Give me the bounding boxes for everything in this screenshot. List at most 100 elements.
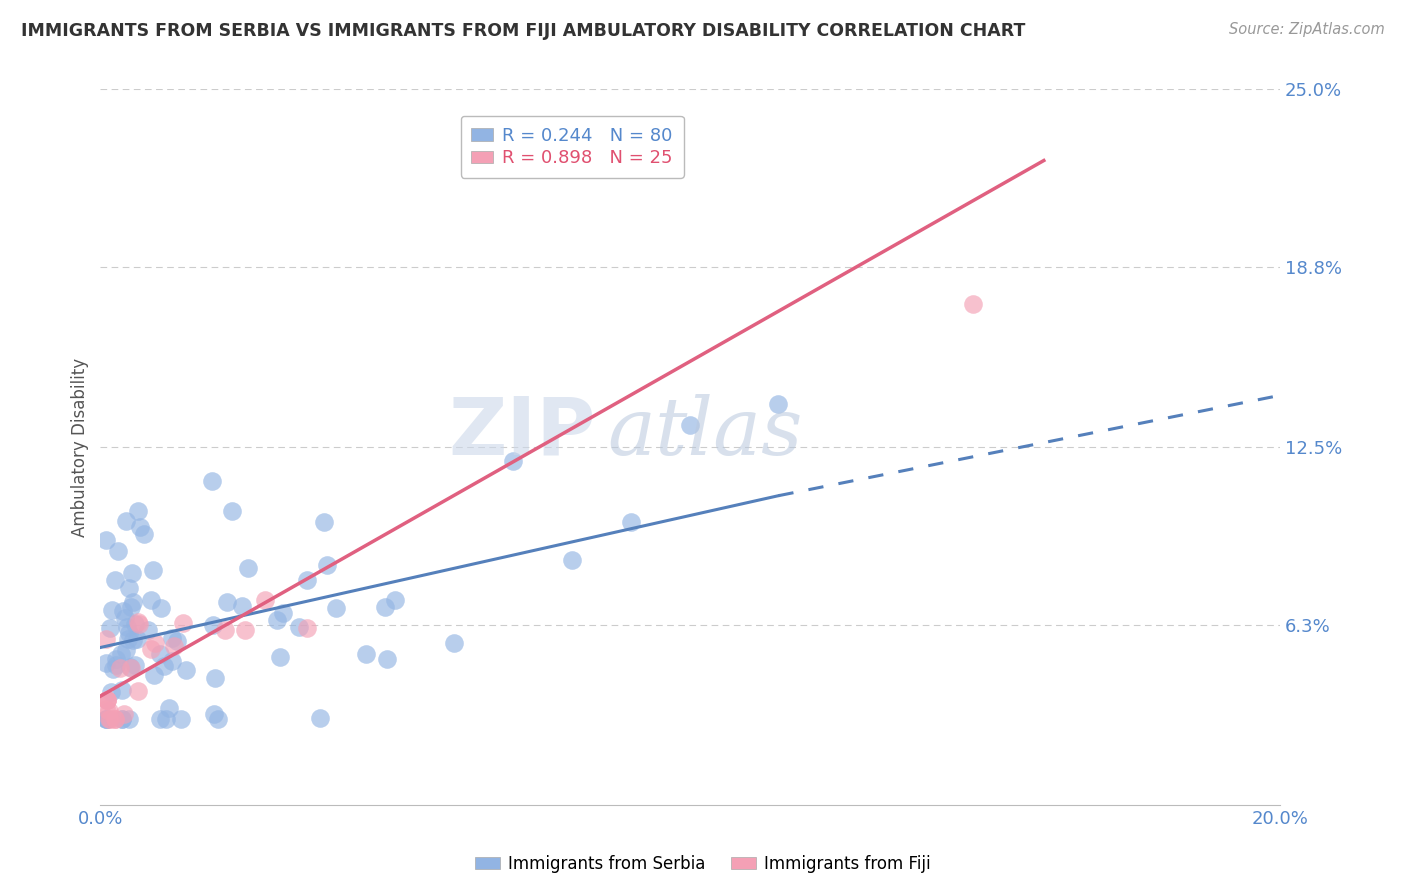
Point (312, 516, 335, 530)
Point (96, 632, 118, 646)
Point (129, 520, 152, 534)
Point (114, 611, 136, 625)
Point (295, 574, 318, 588)
Point (141, 641, 163, 656)
Point (153, 659, 176, 673)
Point (962, 297, 984, 311)
Point (174, 663, 197, 677)
Point (128, 616, 150, 631)
Text: ZIP: ZIP (449, 393, 596, 472)
Point (149, 647, 172, 661)
Point (117, 632, 139, 647)
Point (96, 712, 118, 726)
Point (288, 620, 311, 634)
Point (114, 643, 136, 657)
Point (207, 712, 229, 726)
Point (141, 563, 163, 577)
Point (150, 601, 173, 615)
Point (100, 603, 122, 617)
Y-axis label: Ambulatory Disability: Ambulatory Disability (72, 358, 89, 537)
Point (104, 712, 127, 726)
Text: atlas: atlas (607, 394, 803, 471)
Point (679, 417, 702, 432)
Legend: Immigrants from Serbia, Immigrants from Fiji: Immigrants from Serbia, Immigrants from … (468, 848, 938, 880)
Point (111, 604, 134, 618)
Point (118, 581, 141, 595)
Point (120, 660, 142, 674)
Point (125, 632, 148, 647)
Point (108, 661, 131, 675)
Point (105, 652, 128, 666)
Point (96, 656, 118, 670)
Point (110, 647, 132, 661)
Point (127, 683, 149, 698)
Point (768, 397, 790, 411)
Point (143, 636, 166, 650)
Point (136, 624, 159, 638)
Point (163, 639, 186, 653)
Point (96, 533, 118, 547)
Point (215, 595, 238, 609)
Point (561, 552, 583, 566)
Point (170, 712, 193, 726)
Point (124, 658, 146, 673)
Point (269, 649, 291, 664)
Point (107, 544, 129, 558)
Point (166, 634, 188, 648)
Point (221, 504, 243, 518)
Point (96, 712, 118, 726)
Point (374, 600, 396, 615)
Point (620, 515, 643, 529)
Point (111, 712, 134, 726)
Point (97, 712, 120, 726)
Point (122, 595, 145, 609)
Point (254, 593, 277, 607)
Point (111, 683, 134, 698)
Point (202, 618, 225, 632)
Point (309, 711, 332, 725)
Point (98, 712, 121, 726)
Point (502, 453, 524, 467)
Point (115, 620, 138, 634)
Point (132, 526, 155, 541)
Point (100, 685, 122, 699)
Point (202, 706, 225, 721)
Point (236, 561, 259, 575)
Point (96, 712, 118, 726)
Point (96, 693, 118, 707)
Point (139, 593, 162, 607)
Point (160, 631, 183, 645)
Point (101, 662, 124, 676)
Point (231, 599, 253, 614)
Point (111, 712, 134, 726)
Point (160, 654, 183, 668)
Point (115, 514, 138, 528)
Point (120, 661, 142, 675)
Point (214, 624, 236, 638)
Point (121, 566, 143, 580)
Point (103, 712, 125, 726)
Point (155, 712, 177, 726)
Point (127, 504, 149, 518)
Point (271, 606, 294, 620)
Point (96, 693, 118, 707)
Point (112, 707, 135, 722)
Point (354, 648, 377, 662)
Point (98, 622, 121, 636)
Legend: R = 0.244   N = 80, R = 0.898   N = 25: R = 0.244 N = 80, R = 0.898 N = 25 (461, 116, 683, 178)
Text: IMMIGRANTS FROM SERBIA VS IMMIGRANTS FROM FIJI AMBULATORY DISABILITY CORRELATION: IMMIGRANTS FROM SERBIA VS IMMIGRANTS FRO… (21, 22, 1025, 40)
Point (118, 626, 141, 640)
Point (127, 615, 149, 630)
Point (96, 702, 118, 716)
Point (201, 474, 224, 488)
Point (104, 573, 127, 587)
Point (315, 558, 337, 573)
Point (384, 593, 406, 607)
Point (295, 621, 318, 635)
Point (266, 613, 288, 627)
Point (443, 635, 465, 649)
Point (143, 668, 166, 682)
Point (120, 599, 142, 614)
Point (124, 616, 146, 631)
Point (375, 651, 398, 665)
